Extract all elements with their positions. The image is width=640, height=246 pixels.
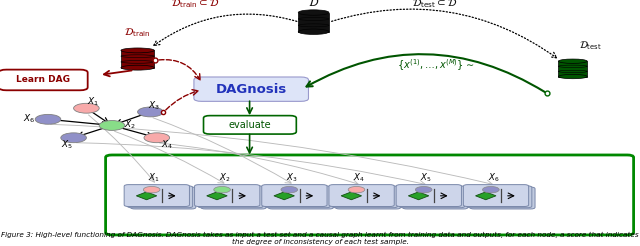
FancyBboxPatch shape [332, 186, 397, 208]
Text: $X_2$: $X_2$ [219, 172, 230, 184]
Polygon shape [136, 192, 157, 200]
Text: $\{x^{(1)},\ldots,x^{(M)}\} \sim$: $\{x^{(1)},\ldots,x^{(M)}\} \sim$ [397, 57, 474, 73]
Circle shape [138, 107, 163, 117]
Text: $X_6$: $X_6$ [488, 172, 499, 184]
FancyBboxPatch shape [262, 184, 327, 207]
Circle shape [415, 186, 432, 193]
Polygon shape [476, 192, 496, 200]
Text: $\mathcal{D}$: $\mathcal{D}$ [308, 0, 319, 9]
Circle shape [143, 186, 160, 193]
Text: Figure 3: High-level functioning of DAGnosis. DAGnosis takes as input a test set: Figure 3: High-level functioning of DAGn… [1, 231, 639, 245]
Text: Learn DAG: Learn DAG [16, 76, 70, 84]
FancyBboxPatch shape [0, 70, 88, 90]
FancyBboxPatch shape [396, 184, 461, 207]
Polygon shape [207, 192, 227, 200]
Text: $X_3$: $X_3$ [286, 172, 298, 184]
FancyBboxPatch shape [403, 187, 468, 209]
FancyBboxPatch shape [106, 155, 634, 235]
Bar [559, 61, 588, 77]
Text: $X_5$: $X_5$ [420, 172, 432, 184]
Circle shape [214, 186, 230, 193]
Circle shape [348, 186, 365, 193]
FancyBboxPatch shape [399, 186, 465, 208]
Circle shape [483, 186, 499, 193]
FancyBboxPatch shape [194, 77, 308, 101]
Circle shape [99, 121, 125, 130]
FancyBboxPatch shape [265, 186, 330, 208]
Text: $X_1$: $X_1$ [148, 172, 160, 184]
Ellipse shape [121, 65, 154, 70]
FancyBboxPatch shape [329, 184, 394, 207]
Circle shape [61, 133, 86, 143]
Ellipse shape [298, 29, 329, 34]
Polygon shape [408, 192, 429, 200]
FancyBboxPatch shape [268, 187, 333, 209]
Text: $X_5$: $X_5$ [61, 139, 73, 151]
Text: $\mathcal{D}_{\mathrm{test}} \subset \mathcal{D}$: $\mathcal{D}_{\mathrm{test}} \subset \ma… [412, 0, 458, 10]
Ellipse shape [121, 48, 154, 53]
Ellipse shape [558, 59, 588, 63]
Text: $X_3$: $X_3$ [148, 99, 159, 112]
Text: $\mathcal{D}_{\mathrm{train}} \subset \mathcal{D}$: $\mathcal{D}_{\mathrm{train}} \subset \m… [171, 0, 220, 10]
FancyBboxPatch shape [201, 187, 266, 209]
Bar [121, 50, 154, 68]
Text: $X_4$: $X_4$ [353, 172, 365, 184]
Polygon shape [341, 192, 362, 200]
Text: evaluate: evaluate [228, 120, 271, 130]
FancyBboxPatch shape [198, 186, 263, 208]
FancyBboxPatch shape [131, 187, 196, 209]
Text: DAGnosis: DAGnosis [216, 83, 287, 96]
Bar [298, 13, 329, 32]
FancyBboxPatch shape [124, 184, 189, 207]
Text: $X_4$: $X_4$ [161, 139, 173, 151]
FancyBboxPatch shape [463, 184, 529, 207]
Text: $X_2$: $X_2$ [124, 118, 136, 131]
Text: $\mathcal{D}_{\mathrm{test}}$: $\mathcal{D}_{\mathrm{test}}$ [579, 39, 602, 52]
Circle shape [144, 133, 170, 143]
Circle shape [35, 114, 61, 124]
Polygon shape [274, 192, 294, 200]
FancyBboxPatch shape [467, 186, 532, 208]
FancyBboxPatch shape [127, 186, 193, 208]
FancyBboxPatch shape [335, 187, 401, 209]
FancyBboxPatch shape [470, 187, 535, 209]
FancyBboxPatch shape [195, 184, 260, 207]
FancyBboxPatch shape [204, 116, 296, 134]
Circle shape [74, 103, 99, 113]
Text: $X_6$: $X_6$ [22, 112, 35, 124]
Text: $X_1$: $X_1$ [87, 96, 99, 108]
Circle shape [281, 186, 298, 193]
Text: $\mathcal{D}_{\mathrm{train}}$: $\mathcal{D}_{\mathrm{train}}$ [124, 27, 151, 39]
Ellipse shape [298, 10, 329, 15]
Ellipse shape [558, 74, 588, 79]
